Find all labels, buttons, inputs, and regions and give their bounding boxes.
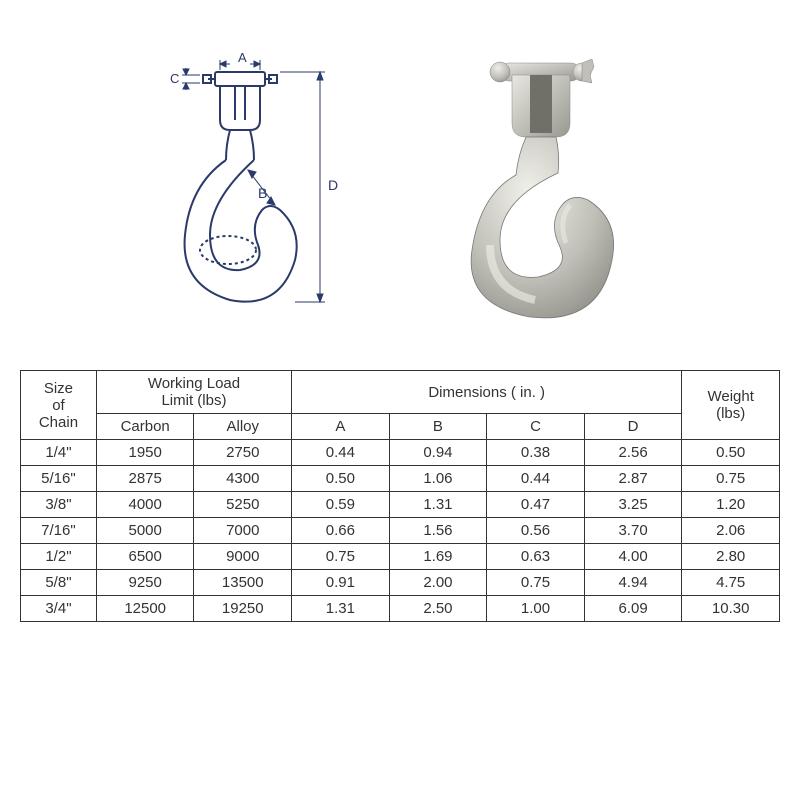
table-cell: 2875 (96, 466, 194, 492)
table-cell: 5000 (96, 518, 194, 544)
table-cell: 4.94 (584, 570, 682, 596)
table-cell: 0.44 (487, 466, 585, 492)
table-cell: 19250 (194, 596, 292, 622)
table-row: 3/8"400052500.591.310.473.251.20 (21, 492, 780, 518)
table-cell: 1.69 (389, 544, 487, 570)
table-row: 1/2"650090000.751.690.634.002.80 (21, 544, 780, 570)
table-cell: 1.56 (389, 518, 487, 544)
table-cell: 0.63 (487, 544, 585, 570)
table-cell: 0.66 (292, 518, 390, 544)
table-cell: 6.09 (584, 596, 682, 622)
table-cell: 1/2" (21, 544, 97, 570)
col-b: B (389, 414, 487, 440)
table-cell: 5250 (194, 492, 292, 518)
table-cell: 1.31 (389, 492, 487, 518)
table-cell: 2.80 (682, 544, 780, 570)
spec-table-body: 1/4"195027500.440.940.382.560.505/16"287… (21, 440, 780, 622)
table-cell: 5/8" (21, 570, 97, 596)
dim-label-c: C (170, 71, 179, 86)
table-cell: 0.75 (682, 466, 780, 492)
table-cell: 4300 (194, 466, 292, 492)
col-wll: Working LoadLimit (lbs) (96, 371, 291, 414)
table-cell: 0.47 (487, 492, 585, 518)
table-row: 5/8"9250135000.912.000.754.944.75 (21, 570, 780, 596)
col-c: C (487, 414, 585, 440)
diagram-area: A C D B (130, 30, 650, 340)
table-cell: 2.87 (584, 466, 682, 492)
table-cell: 9250 (96, 570, 194, 596)
col-carbon: Carbon (96, 414, 194, 440)
table-cell: 0.38 (487, 440, 585, 466)
table-cell: 12500 (96, 596, 194, 622)
table-cell: 2.06 (682, 518, 780, 544)
table-cell: 3.70 (584, 518, 682, 544)
table-cell: 0.50 (682, 440, 780, 466)
table-cell: 9000 (194, 544, 292, 570)
table-cell: 1.31 (292, 596, 390, 622)
col-alloy: Alloy (194, 414, 292, 440)
table-cell: 1.20 (682, 492, 780, 518)
hook-photo (430, 45, 650, 325)
table-cell: 0.94 (389, 440, 487, 466)
table-cell: 3/4" (21, 596, 97, 622)
table-cell: 1/4" (21, 440, 97, 466)
table-cell: 4000 (96, 492, 194, 518)
table-cell: 2.00 (389, 570, 487, 596)
table-cell: 4.00 (584, 544, 682, 570)
hook-schematic-diagram: A C D B (130, 50, 350, 320)
table-cell: 0.91 (292, 570, 390, 596)
table-cell: 2.56 (584, 440, 682, 466)
table-cell: 0.75 (487, 570, 585, 596)
table-cell: 0.56 (487, 518, 585, 544)
table-cell: 3.25 (584, 492, 682, 518)
table-cell: 2750 (194, 440, 292, 466)
table-cell: 0.59 (292, 492, 390, 518)
table-cell: 4.75 (682, 570, 780, 596)
dim-label-b: B (258, 185, 267, 201)
table-cell: 6500 (96, 544, 194, 570)
col-d: D (584, 414, 682, 440)
table-row: 1/4"195027500.440.940.382.560.50 (21, 440, 780, 466)
table-cell: 13500 (194, 570, 292, 596)
table-cell: 5/16" (21, 466, 97, 492)
col-dimensions: Dimensions ( in. ) (292, 371, 682, 414)
table-cell: 0.50 (292, 466, 390, 492)
col-weight: Weight(lbs) (682, 371, 780, 440)
table-cell: 2.50 (389, 596, 487, 622)
table-row: 7/16"500070000.661.560.563.702.06 (21, 518, 780, 544)
table-cell: 7000 (194, 518, 292, 544)
dim-label-d: D (328, 177, 338, 193)
dim-label-a: A (238, 50, 247, 65)
table-cell: 3/8" (21, 492, 97, 518)
col-a: A (292, 414, 390, 440)
table-cell: 1.00 (487, 596, 585, 622)
table-cell: 7/16" (21, 518, 97, 544)
table-row: 5/16"287543000.501.060.442.870.75 (21, 466, 780, 492)
spec-table: SizeofChain Working LoadLimit (lbs) Dime… (20, 370, 780, 622)
col-size: SizeofChain (21, 371, 97, 440)
table-cell: 1950 (96, 440, 194, 466)
table-cell: 0.44 (292, 440, 390, 466)
table-cell: 1.06 (389, 466, 487, 492)
table-row: 3/4"12500192501.312.501.006.0910.30 (21, 596, 780, 622)
table-cell: 0.75 (292, 544, 390, 570)
spec-table-wrap: SizeofChain Working LoadLimit (lbs) Dime… (20, 370, 780, 622)
table-cell: 10.30 (682, 596, 780, 622)
